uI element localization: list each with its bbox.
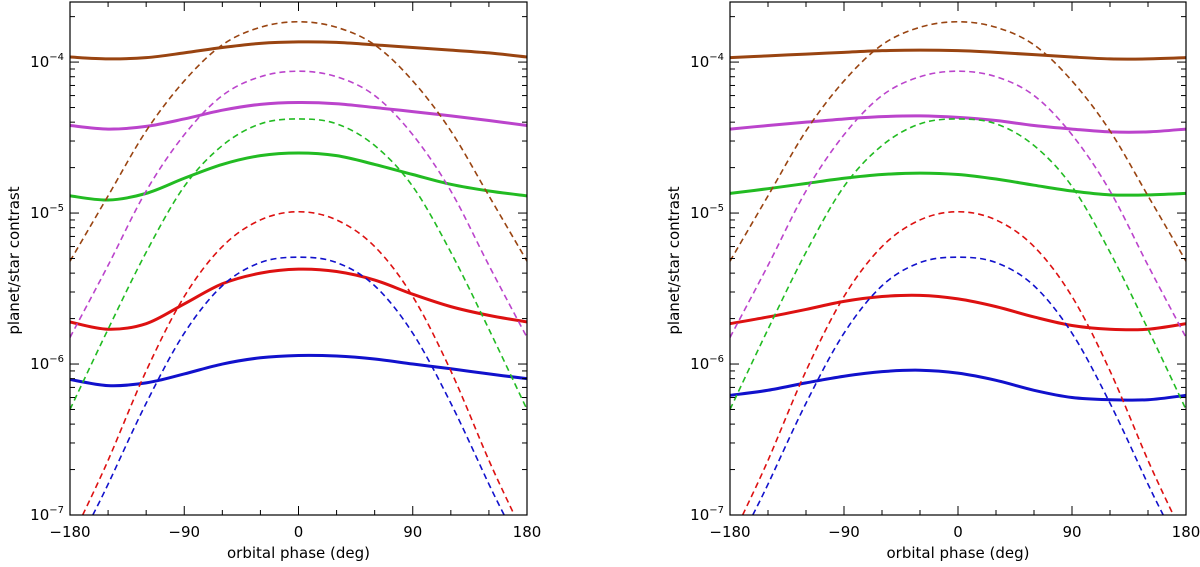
y-tick-exponent: −5: [49, 203, 64, 214]
series-line-red-solid: [730, 293, 1186, 332]
x-tick-label: 180: [513, 523, 542, 541]
y-tick-base: 10: [30, 204, 49, 222]
y-tick-base: 10: [690, 204, 709, 222]
y-tick-exponent: −4: [49, 52, 64, 63]
series-line-brown-dashed: [730, 20, 1186, 262]
y-tick-base: 10: [30, 355, 49, 373]
series-line-green-dashed: [730, 118, 1186, 410]
y-tick-label: 10−7: [690, 505, 724, 524]
series-line-green-solid: [70, 151, 527, 202]
series-line-red-dashed: [741, 210, 1175, 515]
y-tick-exponent: −6: [709, 354, 724, 365]
series-line-magenta-dashed: [70, 70, 527, 338]
y-tick-base: 10: [690, 53, 709, 71]
y-tick-exponent: −4: [709, 52, 724, 63]
x-axis-title: orbital phase (deg): [227, 544, 370, 562]
series-line-magenta-solid: [70, 100, 527, 131]
y-tick-label: 10−7: [30, 505, 64, 524]
y-tick-base: 10: [30, 506, 49, 524]
y-axis-title: planet/star contrast: [665, 186, 683, 334]
y-tick-exponent: −6: [49, 354, 64, 365]
y-tick-label: 10−5: [30, 203, 64, 222]
series-line-green-solid: [730, 171, 1186, 197]
series-line-blue-solid: [730, 368, 1186, 402]
series-line-magenta-solid: [730, 114, 1186, 134]
x-tick-label: −90: [828, 523, 860, 541]
y-tick-label: 10−6: [690, 354, 724, 373]
x-tick-label: −180: [49, 523, 90, 541]
series-line-blue-solid: [70, 353, 527, 388]
y-tick-exponent: −5: [709, 203, 724, 214]
x-tick-label: −90: [168, 523, 200, 541]
x-tick-label: 180: [1172, 523, 1200, 541]
series-line-magenta-dashed: [730, 70, 1186, 338]
plot-frame: [729, 1, 1187, 516]
y-tick-exponent: −7: [709, 505, 724, 516]
series-line-blue-dashed: [92, 256, 505, 515]
x-tick-label: 0: [294, 523, 304, 541]
y-tick-label: 10−6: [30, 354, 64, 373]
y-tick-label: 10−5: [690, 203, 724, 222]
series-line-brown-dashed: [70, 20, 527, 262]
y-axis-title: planet/star contrast: [5, 186, 23, 334]
plot-frame: [69, 1, 528, 516]
series-line-green-dashed: [70, 118, 527, 410]
y-tick-base: 10: [690, 506, 709, 524]
series-line-brown-solid: [70, 40, 527, 61]
x-tick-label: 90: [1062, 523, 1081, 541]
x-tick-label: 0: [953, 523, 963, 541]
series-group: [730, 20, 1186, 515]
series-line-red-dashed: [81, 210, 516, 515]
y-tick-label: 10−4: [30, 52, 64, 71]
y-tick-exponent: −7: [49, 505, 64, 516]
y-tick-base: 10: [690, 355, 709, 373]
x-tick-label: 90: [403, 523, 422, 541]
x-axis-title: orbital phase (deg): [886, 544, 1029, 562]
series-group: [70, 20, 527, 515]
y-tick-label: 10−4: [690, 52, 724, 71]
x-tick-label: −180: [709, 523, 750, 541]
series-line-blue-dashed: [752, 256, 1164, 515]
y-tick-base: 10: [30, 53, 49, 71]
series-line-red-solid: [70, 267, 527, 331]
series-line-brown-solid: [730, 48, 1186, 61]
